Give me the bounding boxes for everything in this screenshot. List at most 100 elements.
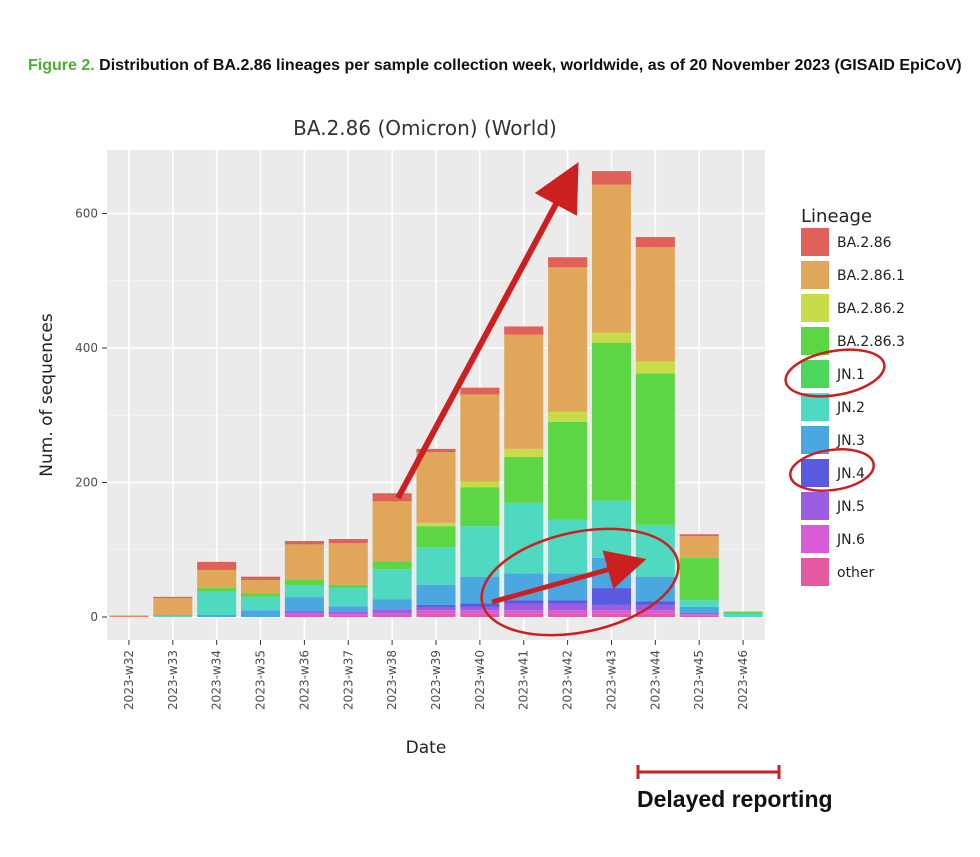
x-tick-label: 2023-w46 [736, 650, 750, 710]
figure-label: Figure 2. [28, 57, 95, 74]
bar-segment [416, 606, 456, 611]
figure-caption: Figure 2. Distribution of BA.2.86 lineag… [28, 55, 978, 76]
bar-segment [153, 614, 193, 616]
bar-segment [284, 541, 324, 545]
bar-segment [679, 557, 719, 601]
legend-label: JN.3 [836, 433, 865, 449]
bar-segment [197, 569, 237, 589]
bar-segment [548, 519, 588, 574]
bar-segment [372, 609, 412, 613]
bar-segment [284, 580, 324, 586]
bar-segment [416, 613, 456, 617]
bar-segment [241, 593, 281, 597]
bar-segment [460, 613, 500, 617]
legend-label: JN.2 [836, 400, 865, 416]
x-tick-label: 2023-w39 [429, 650, 443, 710]
annotation-overlay: Delayed reporting [395, 162, 886, 812]
bar-segment [504, 326, 544, 335]
legend-swatch [801, 360, 829, 388]
bar-segment [548, 600, 588, 604]
bar-segment [372, 612, 412, 615]
legend-swatch [801, 228, 829, 256]
bar-segment [460, 576, 500, 604]
bar-segment [416, 610, 456, 614]
bar-segment [723, 611, 763, 614]
jn1-legend-circle [784, 348, 886, 398]
bar-segment [372, 599, 412, 610]
bar-segment [504, 600, 544, 604]
bar-segment [591, 184, 631, 333]
bar-segment [679, 536, 719, 558]
bar-segment [460, 610, 500, 614]
bar-segment [241, 610, 281, 617]
x-tick-label: 2023-w41 [517, 650, 531, 710]
jn1-region-circle [480, 527, 680, 637]
bar-segment [591, 342, 631, 501]
figure-caption-text: Distribution of BA.2.86 lineages per sam… [99, 57, 962, 74]
x-tick-label: 2023-w32 [122, 650, 136, 710]
x-tick-label: 2023-w38 [385, 650, 399, 710]
bar-segment [591, 332, 631, 343]
bar-segment [460, 487, 500, 527]
bar-segment [504, 448, 544, 457]
bar-segment [284, 610, 324, 613]
jn1-growth-arrow [491, 550, 647, 605]
bar-segment [197, 614, 237, 617]
bar-segment [328, 615, 368, 617]
bar-segment [548, 267, 588, 412]
bar-segment [548, 257, 588, 268]
bar-segment [591, 604, 631, 611]
bar-segment [635, 361, 675, 374]
bar-segment [416, 522, 456, 527]
legend: Lineage BA.2.86 BA.2.86.1 BA.2.86.2 BA.2.86… [801, 206, 905, 586]
legend-swatch [801, 261, 829, 289]
x-tick-label: 2023-w36 [297, 650, 311, 710]
bar-segment [372, 501, 412, 562]
legend-label: JN.4 [836, 466, 865, 482]
legend-label: BA.2.86.1 [837, 268, 905, 284]
legend-title: Lineage [801, 206, 872, 227]
y-axis-label: Num. of sequences [37, 313, 57, 477]
legend-label: JN.6 [836, 532, 865, 548]
x-axis: 2023-w32 2023-w33 2023-w34 2023-w35 2023-w36… [122, 640, 750, 710]
y-axis: 0 200 400 600 [75, 207, 107, 624]
delayed-reporting-label: Delayed reporting [637, 786, 833, 812]
x-tick-label: 2023-w44 [648, 650, 662, 710]
bar-segment [328, 584, 368, 589]
bar-segment [372, 614, 412, 617]
bar-segment [284, 612, 324, 615]
legend-label: BA.2.86.2 [837, 301, 905, 317]
bar-segment [679, 612, 719, 615]
bar-segment [328, 613, 368, 616]
bar-segment [460, 481, 500, 488]
bar-segment [504, 610, 544, 614]
bar-segment [679, 615, 719, 617]
bar-segment [416, 448, 456, 453]
bar-segment [635, 610, 675, 614]
bar-segment [284, 614, 324, 617]
legend-label: JN.5 [836, 499, 865, 515]
growth-arrow [395, 162, 579, 500]
bar-segment [504, 613, 544, 617]
bar-segment [504, 334, 544, 449]
bar-segment [635, 613, 675, 617]
bar-segment [679, 606, 719, 613]
bar-segment [197, 591, 237, 615]
bar-segment [328, 543, 368, 585]
bar-segment [635, 604, 675, 611]
bar-segment [548, 411, 588, 422]
y-tick-label: 0 [90, 610, 98, 624]
bar-segment [460, 387, 500, 395]
legend-label: JN.1 [836, 367, 865, 383]
bar-segment [372, 569, 412, 600]
bar-segment [460, 606, 500, 611]
bar-segment [197, 588, 237, 592]
legend-swatch [801, 426, 829, 454]
y-tick-label: 600 [75, 207, 98, 221]
bar-segment [372, 561, 412, 570]
bar-segment [416, 604, 456, 607]
bar-segment [591, 588, 631, 605]
x-tick-label: 2023-w34 [210, 650, 224, 710]
x-tick-label: 2023-w43 [605, 650, 619, 710]
bar-segment [241, 580, 281, 594]
